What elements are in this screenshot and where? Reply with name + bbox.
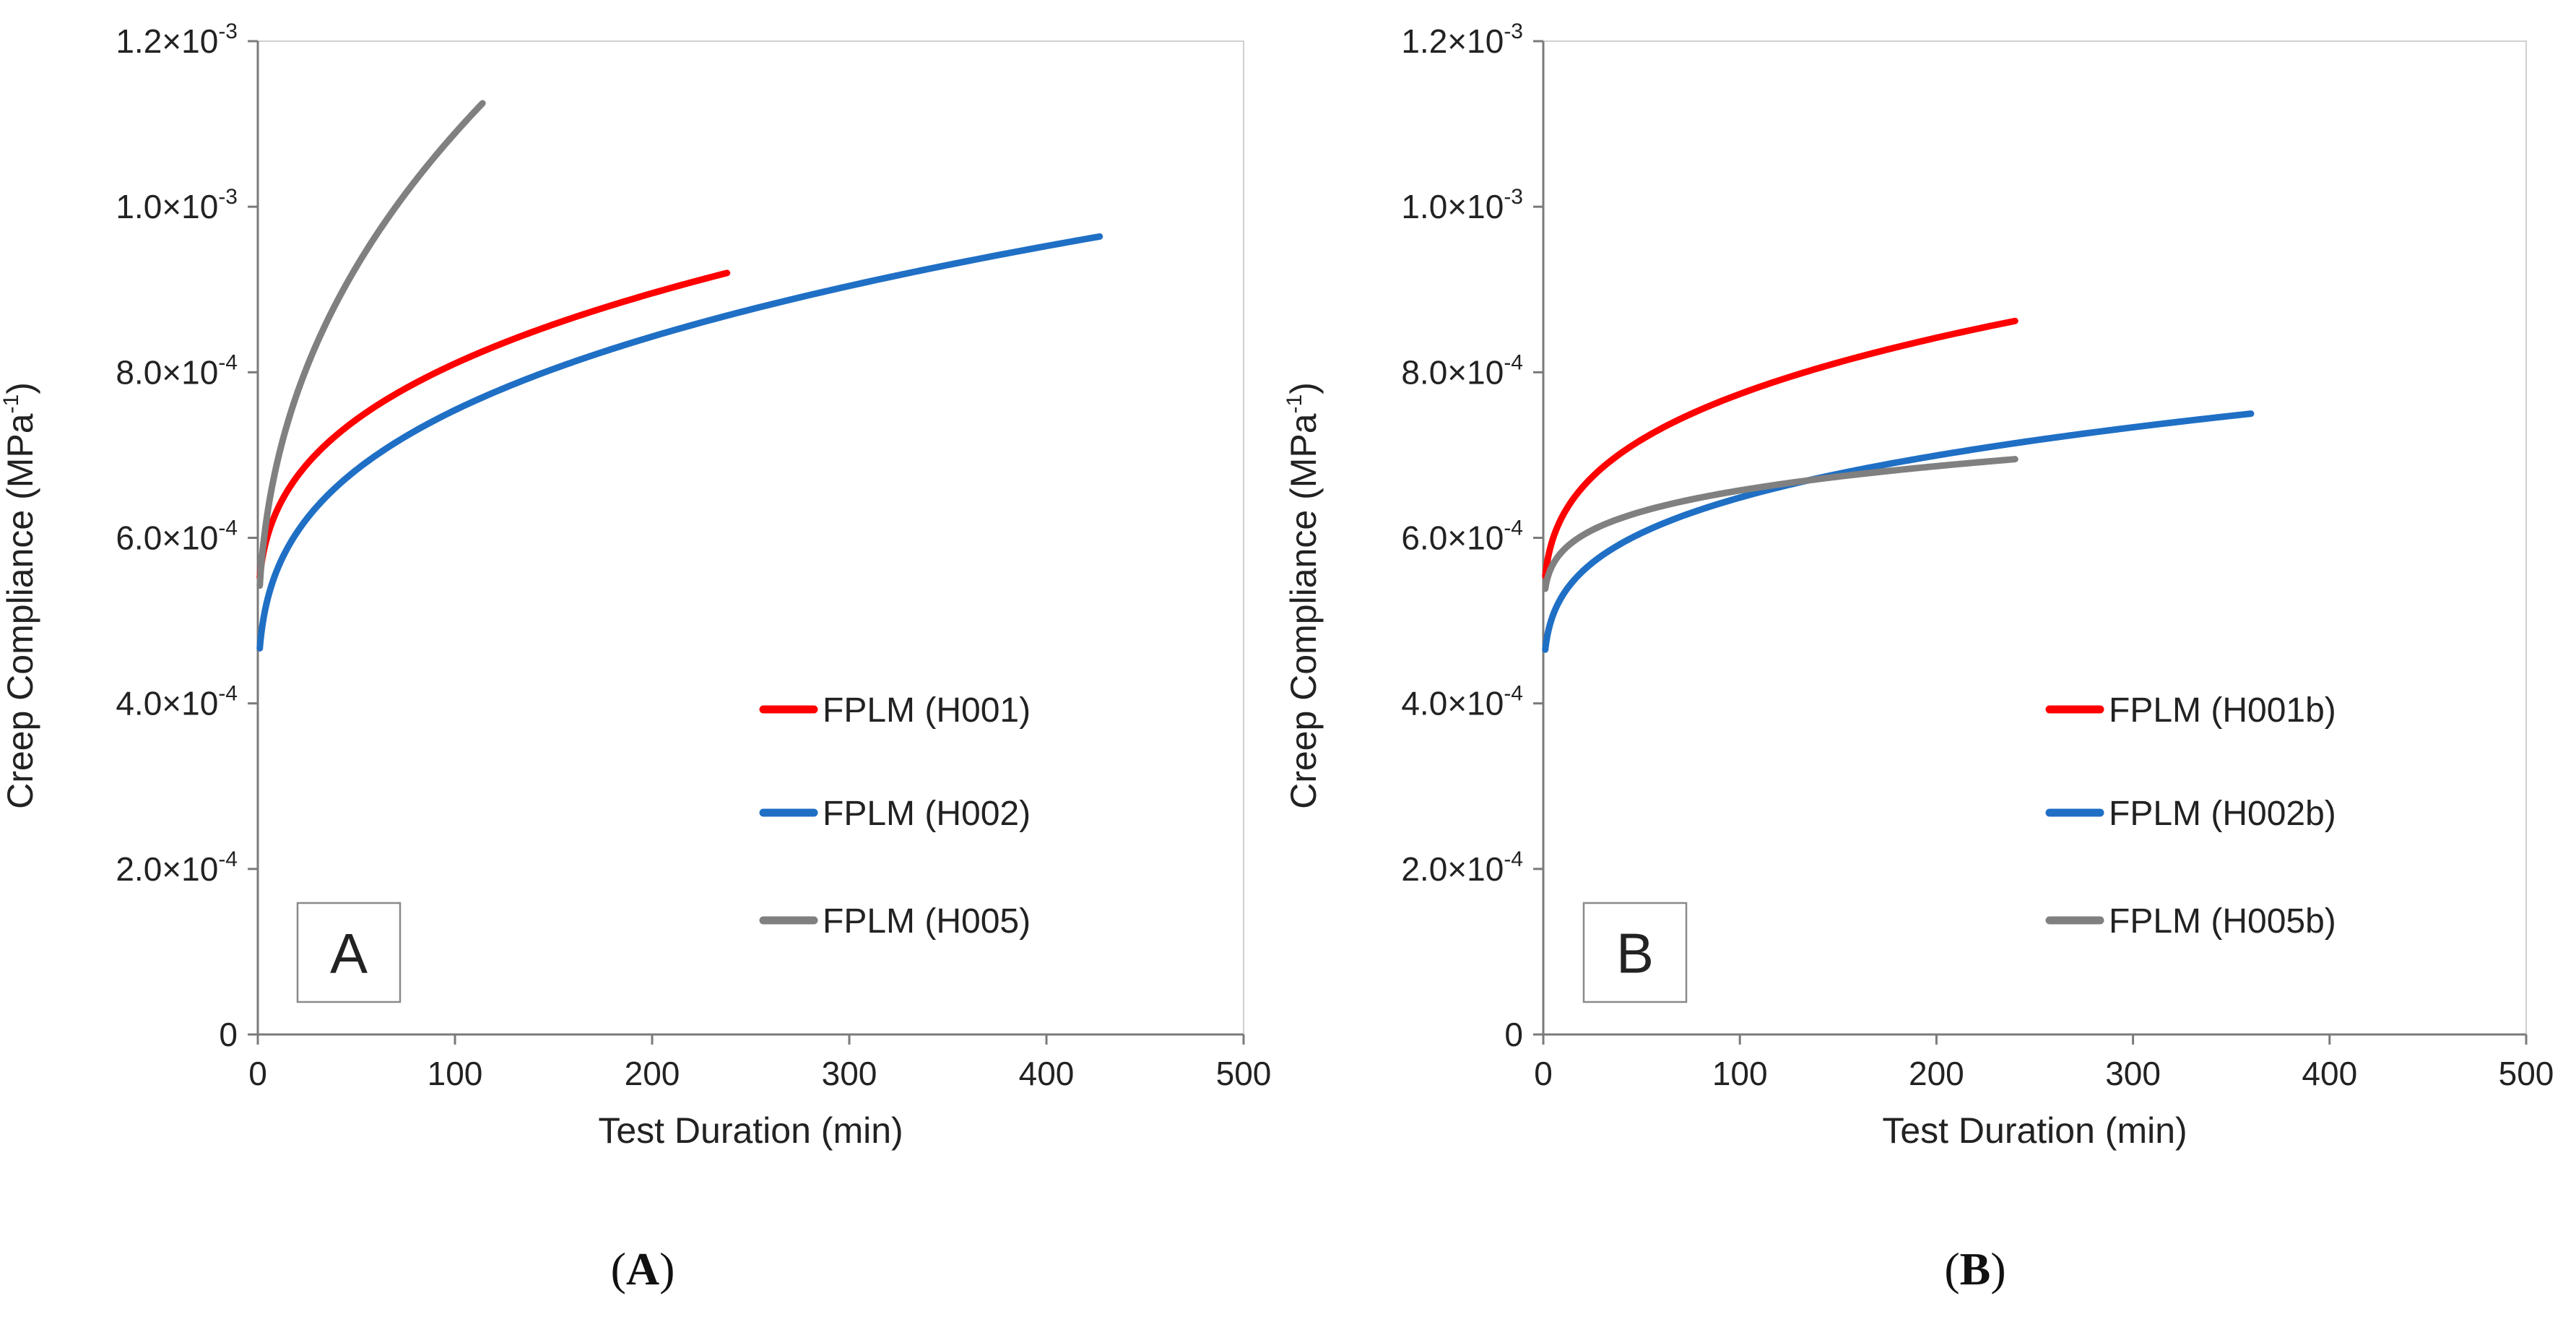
plot-area (1543, 40, 2527, 1035)
series-line (1542, 410, 2255, 653)
x-axis-title: Test Duration (min) (1882, 1110, 2187, 1151)
y-tick-label: 4.0×10-4 (1401, 682, 1523, 722)
x-tick-label: 100 (428, 1055, 483, 1092)
y-axis-title: Creep Compliance (MPa-1) (0, 382, 40, 809)
y-tick-label: 1.2×10-3 (1401, 20, 1523, 60)
y-tick-label: 6.0×10-4 (116, 517, 238, 557)
y-tick-label: 1.0×10-3 (1401, 185, 1523, 225)
panel-letter: B (1616, 922, 1654, 985)
y-tick-label: 0 (1504, 1016, 1523, 1053)
series-line (256, 269, 731, 581)
legend-label: FPLM (H005) (823, 902, 1031, 941)
y-axis-title: Creep Compliance (MPa-1) (1283, 382, 1324, 809)
series-line (256, 233, 1103, 652)
x-tick-label: 400 (2302, 1055, 2357, 1092)
legend-label: FPLM (H001b) (2109, 691, 2336, 730)
panel-letter-box (296, 902, 402, 1003)
y-tick-label: 1.0×10-3 (116, 185, 238, 225)
x-tick-label: 500 (1216, 1055, 1272, 1092)
y-tick-label: 1.2×10-3 (116, 20, 238, 60)
series-line (1542, 456, 2018, 592)
y-tick-label: 2.0×10-4 (1401, 847, 1523, 888)
y-tick-label: 0 (219, 1016, 238, 1053)
panel-a-chart: 0 100 200 300 400 500 0 2.0×10-4 4.0×10-4 6.0×10-… (0, 20, 1271, 1295)
x-tick-label: 400 (1019, 1055, 1075, 1092)
y-tick-label: 6.0×10-4 (1401, 517, 1523, 557)
x-tick-label: 300 (2105, 1055, 2161, 1092)
legend-label: FPLM (H005b) (2109, 902, 2336, 941)
panel-letter: A (330, 922, 368, 985)
x-tick-label: 200 (1909, 1055, 1964, 1092)
y-tick-label: 2.0×10-4 (116, 847, 238, 888)
legend-label: FPLM (H002b) (2109, 795, 2336, 833)
panel-caption: (A) (611, 1243, 675, 1295)
x-axis-title: Test Duration (min) (598, 1110, 903, 1151)
x-tick-label: 200 (625, 1055, 680, 1092)
panel-letter-box (1582, 902, 1688, 1003)
x-tick-label: 500 (2499, 1055, 2554, 1092)
panel-caption: (B) (1944, 1243, 2005, 1295)
legend-label: FPLM (H001) (823, 691, 1031, 730)
y-tick-label: 4.0×10-4 (116, 682, 238, 722)
legend-label: FPLM (H002) (823, 795, 1031, 833)
series-line (1542, 317, 2018, 579)
y-tick-label: 8.0×10-4 (1401, 350, 1523, 391)
x-tick-label: 300 (822, 1055, 877, 1092)
series-line (256, 100, 486, 589)
y-tick-label: 8.0×10-4 (116, 350, 238, 391)
x-tick-label: 0 (1534, 1055, 1553, 1092)
x-tick-label: 0 (248, 1055, 267, 1092)
x-tick-label: 100 (1712, 1055, 1768, 1092)
panel-b-chart: 0 100 200 300 400 500 0 2.0×10-4 4.0×10-4 6.0×10-… (1283, 20, 2554, 1295)
